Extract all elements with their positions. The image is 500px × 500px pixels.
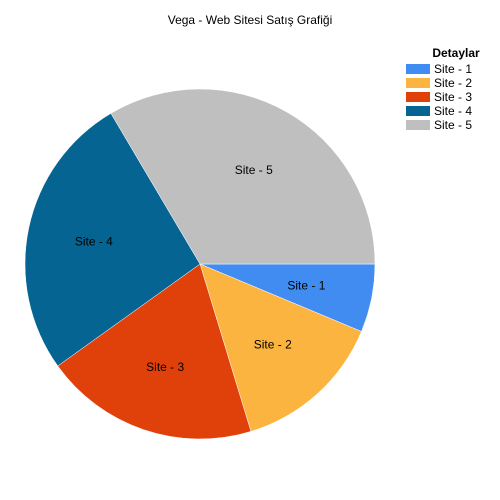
legend: Detaylar Site - 1 Site - 2 Site - 3 Site - …: [406, 46, 496, 132]
legend-label: Site - 4: [434, 104, 473, 118]
pie-slice-2: [199, 263, 362, 432]
legend-items: Site - 1 Site - 2 Site - 3 Site - 4 Site - 5: [406, 62, 496, 132]
legend-swatch: [406, 120, 430, 130]
legend-item-2: Site - 2: [406, 76, 496, 90]
legend-title: Detaylar: [432, 46, 480, 60]
legend-item-1: Site - 1: [406, 62, 496, 76]
slice-label-3: Site - 3: [146, 360, 184, 374]
pie-slice-3: [57, 263, 252, 440]
legend-item-3: Site - 3: [406, 90, 496, 104]
legend-label: Site - 2: [434, 76, 473, 90]
legend-item-4: Site - 4: [406, 104, 496, 118]
slice-label-5: Site - 5: [235, 163, 273, 177]
pie-slice-5: [110, 88, 376, 265]
legend-label: Site - 1: [434, 62, 473, 76]
chart-title: Vega - Web Sitesi Satış Grafiği: [167, 13, 333, 27]
legend-label: Site - 3: [434, 90, 473, 104]
legend-swatch: [406, 106, 430, 116]
slice-label-2: Site - 2: [254, 337, 292, 351]
slice-label-1: Site - 1: [287, 278, 325, 292]
pie-slice-4: [24, 113, 201, 367]
legend-swatch: [406, 92, 430, 102]
slice-label-4: Site - 4: [75, 235, 113, 249]
legend-label: Site - 5: [434, 118, 473, 132]
legend-item-5: Site - 5: [406, 118, 496, 132]
legend-swatch: [406, 64, 430, 74]
legend-swatch: [406, 78, 430, 88]
